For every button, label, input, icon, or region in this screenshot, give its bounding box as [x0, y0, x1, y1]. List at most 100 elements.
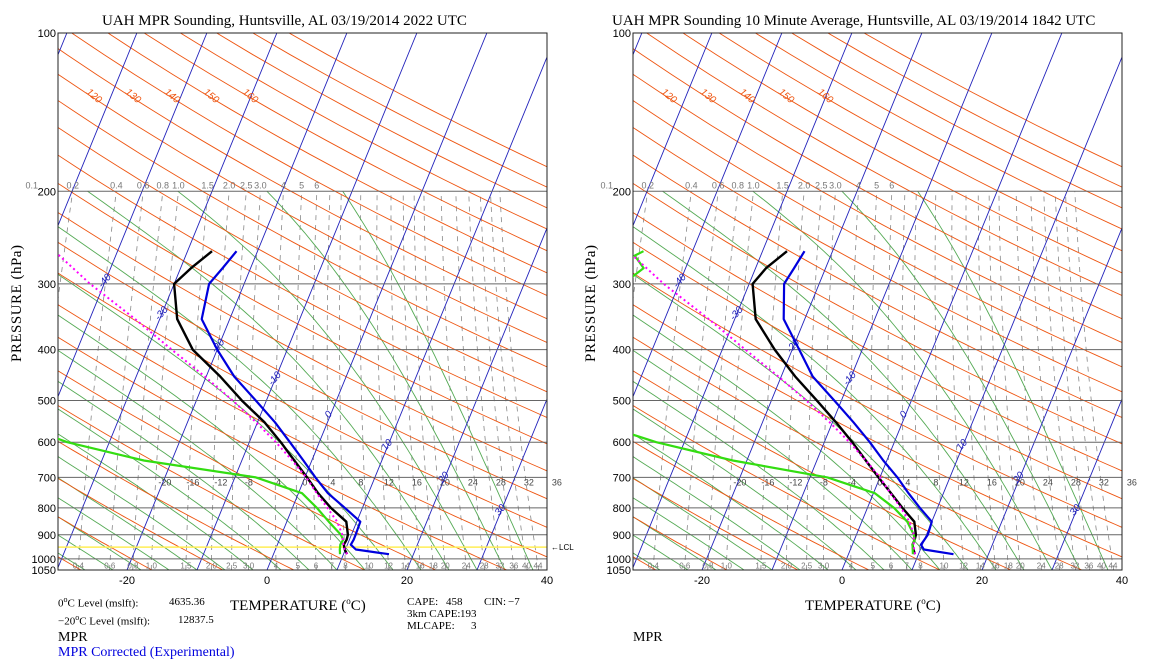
isotherm-700-label: 0 [302, 477, 307, 487]
dry-adiabat [58, 182, 547, 445]
isotherm-700-label: -4 [848, 477, 856, 487]
mixing-ratio-line [109, 191, 144, 570]
mixing-ratio-line [413, 191, 435, 570]
dry-adiabat [682, 33, 1122, 274]
isotherm-label: 10 [380, 437, 396, 453]
isotherm-700-label: 12 [384, 477, 394, 487]
mixing-ratio-label-bottom: 1.0 [146, 562, 158, 571]
x-axis-label-left: TEMPERATURE (oC) [230, 596, 366, 614]
isotherm-700-label: 16 [412, 477, 422, 487]
y-tick-label: 200 [38, 186, 56, 198]
mixing-ratio-line [1043, 191, 1076, 570]
dry-adiabat-label: 130 [698, 87, 718, 106]
mixing-ratio-line [901, 191, 908, 570]
mixing-ratio-label: 1.5 [201, 180, 214, 190]
mixing-ratio-line [132, 191, 164, 570]
freezing-level-value: 4635.36 [169, 596, 205, 608]
y-tick-label: 500 [38, 396, 56, 408]
data-series [633, 250, 954, 556]
mixing-ratio-label: 0.4 [685, 180, 698, 190]
cin-value: −7 [508, 596, 520, 608]
dry-adiabat-label: 140 [162, 87, 182, 106]
isotherm [911, 55, 1122, 570]
isotherm-700-label: -16 [761, 477, 774, 487]
mixing-ratio-label: 0.2 [66, 180, 79, 190]
chart-title-left: UAH MPR Sounding, Huntsville, AL 03/19/2… [102, 13, 467, 29]
dewpoint-trace [633, 250, 916, 555]
mixing-ratio-label-bottom: 6 [889, 562, 894, 571]
x-tick-label: 40 [1116, 575, 1128, 587]
dry-adiabat [633, 336, 1082, 570]
y-tick-label: 200 [613, 186, 631, 198]
moist-adiabat [58, 456, 226, 570]
mixing-ratio-line [479, 191, 515, 570]
mixing-ratio-label-bottom: 10 [365, 562, 374, 571]
dry-adiabat-label: 160 [815, 87, 835, 106]
dry-adiabat [633, 73, 1122, 343]
corrected-temperature-trace [782, 250, 954, 556]
mixing-ratio-label: 0.2 [641, 180, 654, 190]
dry-adiabat [718, 33, 1122, 252]
isotherm-700-label: -16 [186, 477, 199, 487]
y-tick-label: 400 [613, 345, 631, 357]
mixing-ratio-label-bottom: 3.0 [243, 562, 255, 571]
mixing-ratio-line [423, 191, 447, 570]
mixing-ratio-line [455, 191, 486, 570]
y-tick-label: 900 [38, 530, 56, 542]
moist-adiabat [58, 408, 282, 570]
moist-adiabat [58, 534, 114, 570]
isotherm [633, 33, 853, 569]
mixing-ratio-label: 4 [856, 180, 861, 190]
mixing-ratio-label: 6 [314, 180, 319, 190]
isotherm [771, 33, 993, 570]
mixing-ratio-line [185, 191, 209, 570]
mixing-ratio-label-bottom: 24 [462, 562, 471, 571]
mixing-ratio-label: 5 [874, 180, 879, 190]
mixing-ratio-line [1030, 191, 1061, 570]
mixing-ratio-line [785, 191, 805, 570]
minus20-level-label: −20oC Level (mslft): [58, 613, 151, 628]
y-tick-label: 600 [613, 437, 631, 449]
mixing-ratio-label-bottom: 0.8 [127, 562, 139, 571]
dry-adiabat [633, 272, 1122, 528]
isotherm-700-label: -20 [733, 477, 746, 487]
x-tick-label: 40 [541, 575, 553, 587]
moist-adiabat [633, 433, 829, 570]
mixing-ratio-label-bottom: 1.5 [755, 562, 767, 571]
y-tick-label: 300 [38, 279, 56, 291]
y-tick-label: 1000 [32, 554, 56, 566]
mixing-ratio-line [914, 191, 922, 570]
mixing-ratio-label: 0.8 [157, 180, 170, 190]
mixing-ratio-label: 2.5 [240, 180, 253, 190]
mixing-ratio-line [390, 191, 407, 570]
dry-adiabat-label: 140 [737, 87, 757, 106]
moist-adiabat [58, 349, 338, 570]
y-axis-label-right: PRESSURE (hPa) [583, 244, 599, 362]
moist-adiabat [633, 273, 969, 570]
isotherm-label: -40 [671, 272, 689, 290]
mixing-ratio-label: 0.6 [712, 180, 725, 190]
dry-adiabat [288, 33, 547, 168]
mixing-ratio-line [1065, 191, 1103, 570]
mixing-ratio-label: 5 [299, 180, 304, 190]
mixing-ratio-label-bottom: 36 [1084, 562, 1093, 571]
mixing-ratio-line [499, 191, 540, 570]
parcel-trace [58, 253, 348, 555]
legend-mpr-right: MPR [633, 630, 663, 645]
dry-adiabat [633, 556, 657, 570]
dry-adiabat [58, 48, 547, 320]
mixing-ratio-label: 1.0 [172, 180, 185, 190]
isotherm [701, 33, 923, 570]
mixing-ratio-line [468, 191, 501, 570]
isotherm-700-label: 8 [933, 477, 938, 487]
dry-adiabat-label: 130 [123, 87, 143, 106]
mixing-ratio-line [77, 191, 117, 570]
mixing-ratio-line [312, 191, 318, 570]
mixing-ratio-line [440, 191, 468, 570]
mixing-ratio-label-bottom: 7 [904, 562, 909, 571]
moist-adiabat [752, 190, 1053, 570]
y-tick-label: 900 [613, 530, 631, 542]
isotherm [72, 33, 292, 570]
moist-adiabat [177, 190, 478, 570]
